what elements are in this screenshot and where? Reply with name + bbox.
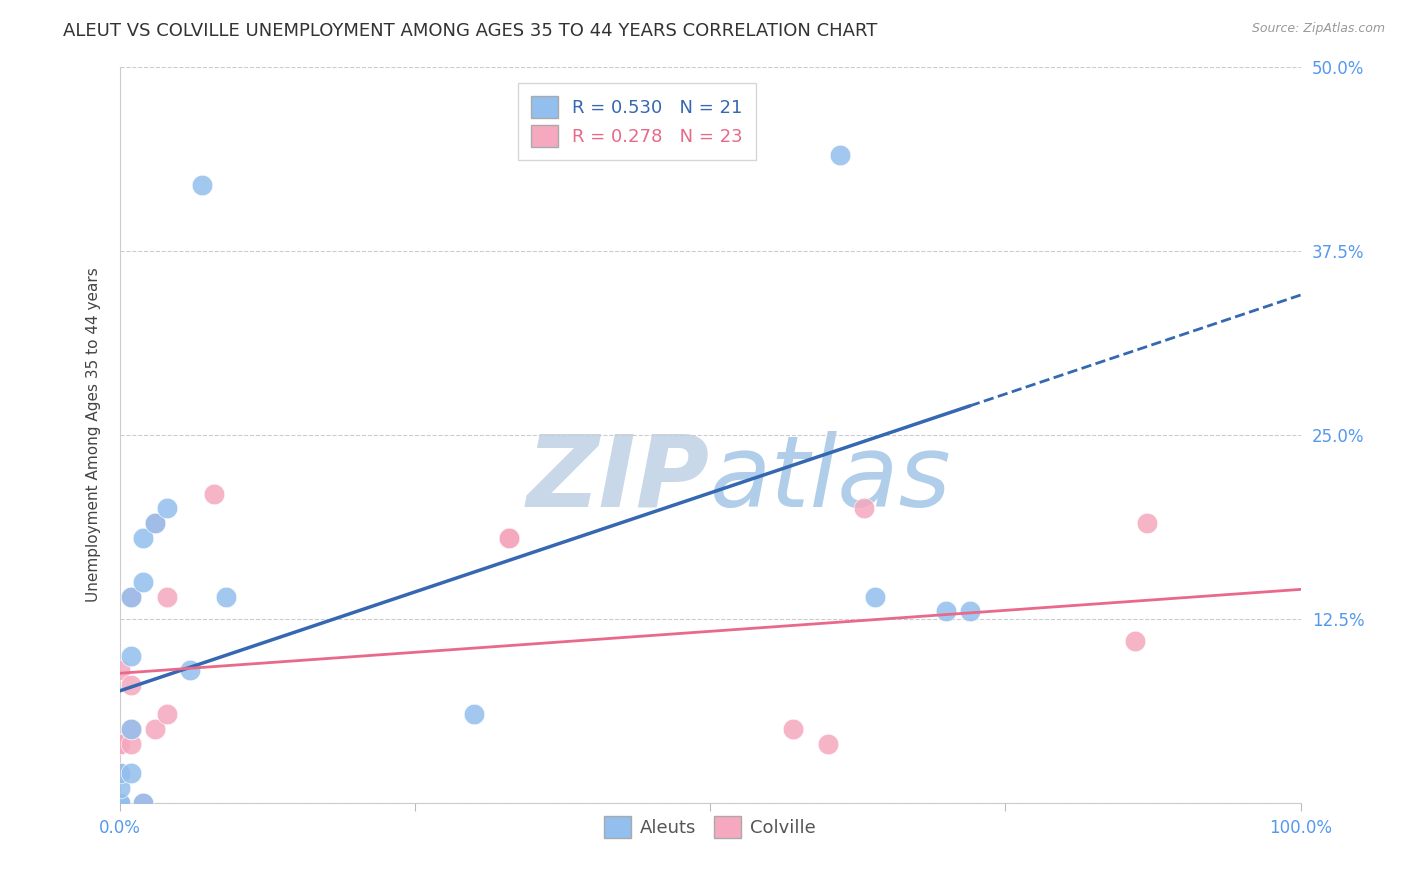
Colville <box>132 796 155 810</box>
Aleuts <box>108 781 131 796</box>
Colville <box>817 737 839 751</box>
Aleuts <box>179 664 201 678</box>
Aleuts <box>108 766 131 780</box>
Colville <box>156 707 179 722</box>
Aleuts <box>120 590 142 604</box>
Colville <box>120 723 142 737</box>
Aleuts <box>828 148 851 162</box>
Aleuts <box>959 605 981 619</box>
Colville <box>108 796 131 810</box>
Text: ZIP: ZIP <box>527 431 710 527</box>
Colville <box>1136 516 1159 530</box>
Legend: Aleuts, Colville: Aleuts, Colville <box>596 809 824 846</box>
Colville <box>108 737 131 751</box>
Colville <box>120 590 142 604</box>
Colville <box>202 487 225 501</box>
Aleuts <box>108 796 131 810</box>
Colville <box>120 678 142 692</box>
Aleuts <box>463 707 485 722</box>
Aleuts <box>156 501 179 516</box>
Colville <box>143 723 166 737</box>
Aleuts <box>143 516 166 530</box>
Colville <box>498 531 520 545</box>
Y-axis label: Unemployment Among Ages 35 to 44 years: Unemployment Among Ages 35 to 44 years <box>86 268 101 602</box>
Colville <box>156 590 179 604</box>
Text: Source: ZipAtlas.com: Source: ZipAtlas.com <box>1251 22 1385 36</box>
Colville <box>108 796 131 810</box>
Aleuts <box>108 796 131 810</box>
Aleuts <box>865 590 887 604</box>
Aleuts <box>935 605 957 619</box>
Aleuts <box>132 575 155 590</box>
Text: atlas: atlas <box>710 431 952 527</box>
Aleuts <box>215 590 238 604</box>
Colville <box>108 664 131 678</box>
Colville <box>782 723 804 737</box>
Colville <box>498 531 520 545</box>
Colville <box>852 501 875 516</box>
Aleuts <box>120 723 142 737</box>
Text: ALEUT VS COLVILLE UNEMPLOYMENT AMONG AGES 35 TO 44 YEARS CORRELATION CHART: ALEUT VS COLVILLE UNEMPLOYMENT AMONG AGE… <box>63 22 877 40</box>
Colville <box>1123 633 1146 648</box>
Aleuts <box>132 796 155 810</box>
Colville <box>108 737 131 751</box>
Aleuts <box>132 531 155 545</box>
Aleuts <box>120 766 142 780</box>
Colville <box>143 516 166 530</box>
Colville <box>108 766 131 780</box>
Aleuts <box>191 178 214 192</box>
Colville <box>120 737 142 751</box>
Aleuts <box>120 648 142 663</box>
